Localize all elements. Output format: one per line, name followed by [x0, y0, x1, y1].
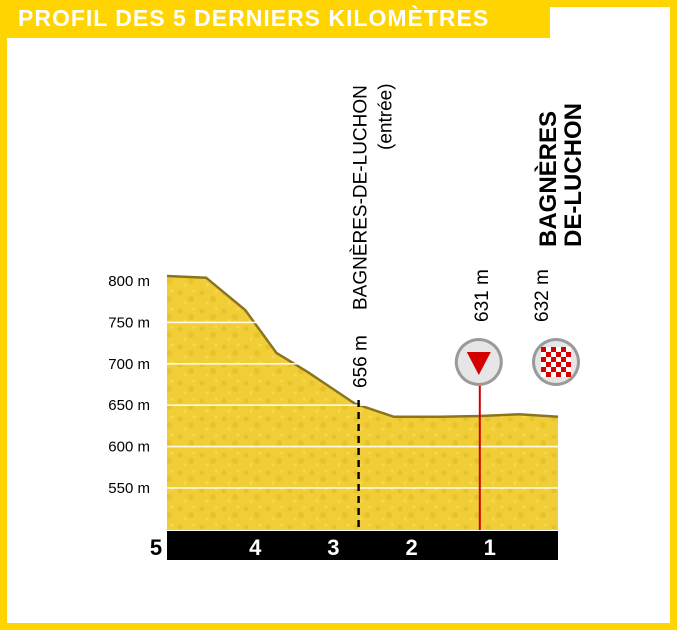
- finish-check-cell: [551, 362, 556, 367]
- y-tick-label: 600 m: [108, 439, 150, 456]
- finish-check-cell: [561, 347, 566, 352]
- km-label: 3: [327, 535, 339, 560]
- finish-check-cell: [566, 352, 571, 357]
- y-tick-label: 650 m: [108, 397, 150, 414]
- finish-altitude-label: 632 m: [532, 269, 553, 322]
- entry-town-label: BAGNÈRES-DE-LUCHON: [351, 85, 372, 310]
- km-label: 4: [249, 535, 262, 560]
- finish-check-cell: [546, 347, 551, 352]
- finish-check-cell: [546, 372, 551, 377]
- title-bar: PROFIL DES 5 DERNIERS KILOMÈTRES: [0, 0, 550, 38]
- y-tick-label: 800 m: [108, 273, 150, 290]
- elevation-fill: [167, 276, 558, 530]
- finish-check-cell: [566, 362, 571, 367]
- flamme-rouge-triangle: [466, 352, 491, 375]
- finish-check-cell: [561, 352, 566, 357]
- finish-check-cell: [541, 347, 546, 352]
- y-tick-label: 550 m: [108, 480, 150, 497]
- finish-check-cell: [561, 362, 566, 367]
- annotations: 656 m BAGNÈRES-DE-LUCHON (entrée) 631 m 632 …: [351, 83, 587, 530]
- finish-check-cell: [551, 367, 556, 372]
- finish-check-cell: [551, 357, 556, 362]
- finish-check-cell: [556, 372, 561, 377]
- finish-check-cell: [551, 347, 556, 352]
- finish-check-cell: [541, 367, 546, 372]
- finish-check-cell: [541, 362, 546, 367]
- finish-check-cell: [561, 357, 566, 362]
- finish-check-cell: [556, 347, 561, 352]
- finish-town-label-1: BAGNÈRES: [534, 111, 562, 247]
- finish-check-cell: [556, 367, 561, 372]
- km-label: 5: [150, 535, 162, 560]
- finish-check-cell: [546, 357, 551, 362]
- finish-check-cell: [566, 357, 571, 362]
- finish-check-cell: [541, 357, 546, 362]
- finish-check-cell: [546, 352, 551, 357]
- finish-check-cell: [541, 352, 546, 357]
- finish-check-cell: [556, 357, 561, 362]
- y-tick-label: 700 m: [108, 356, 150, 373]
- finish-check-cell: [566, 367, 571, 372]
- km-label: 1: [484, 535, 496, 560]
- y-tick-label: 750 m: [108, 314, 150, 331]
- distance-bar: 5 4 3 2 1: [150, 531, 558, 560]
- entry-altitude-label: 656 m: [351, 335, 372, 388]
- finish-check-cell: [561, 367, 566, 372]
- finish-check-cell: [551, 372, 556, 377]
- elevation-line: [166, 274, 559, 419]
- flamme-rouge-altitude-label: 631 m: [472, 269, 493, 322]
- finish-check-cell: [561, 372, 566, 377]
- finish-check-cell: [551, 352, 556, 357]
- km-bar: [167, 531, 558, 560]
- finish-check-cell: [546, 362, 551, 367]
- finish-check-cell: [556, 352, 561, 357]
- entry-sub-label: (entrée): [376, 83, 397, 150]
- finish-check-cell: [541, 372, 546, 377]
- finish-check-cell: [546, 367, 551, 372]
- profile-area: [166, 274, 559, 530]
- finish-check-cell: [566, 347, 571, 352]
- y-axis-labels: 800 m 750 m 700 m 650 m 600 m 550 m: [108, 273, 150, 497]
- finish-check-cell: [566, 372, 571, 377]
- km-label: 2: [405, 535, 417, 560]
- chart-title: PROFIL DES 5 DERNIERS KILOMÈTRES: [18, 5, 490, 31]
- finish-check-cell: [556, 362, 561, 367]
- finish-town-label-2: DE-LUCHON: [560, 103, 587, 247]
